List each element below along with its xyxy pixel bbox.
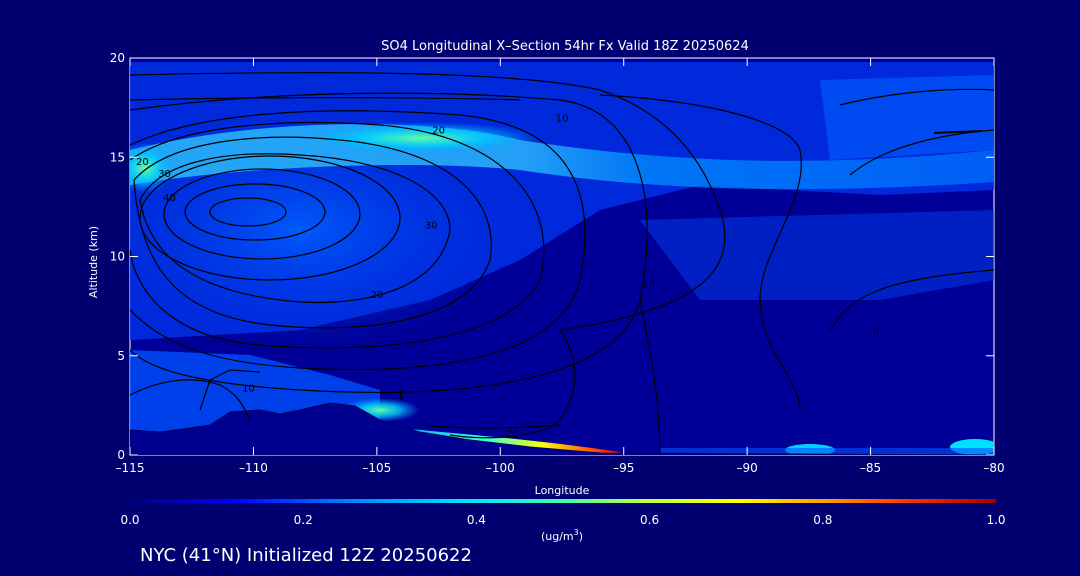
y-tick-label: 10 [110,250,125,264]
contour-line [599,94,802,411]
x-tick-label: –105 [362,461,391,475]
x-tick-label: –100 [486,461,515,475]
x-tick-label: –115 [116,461,145,475]
contour-label: 30 [425,221,438,232]
colorbar-units-prefix: (ug/m [541,530,574,543]
heatmap-upper-right [820,75,994,160]
contour-line [839,88,994,106]
x-tick-label: –80 [983,461,1004,475]
terrain [130,402,994,455]
y-axis-label: Altitude (km) [87,226,100,298]
contour-label: 10 [556,114,569,125]
contour-line [130,92,648,393]
contour-line [933,130,983,134]
x-tick-label: –85 [860,461,881,475]
colorbar-units: (ug/m3) [541,528,583,543]
colorbar-tick-label: 0.6 [640,513,659,527]
colorbar-units-suffix: ) [579,530,583,543]
y-tick-label: 0 [117,448,125,462]
x-tick-label: –95 [613,461,634,475]
contour-line [419,424,561,429]
contour-line [399,389,403,401]
colorbar-ticks: 0.0 0.2 0.4 0.6 0.8 1.0 [120,513,1005,527]
heatmap-surface-strip [660,448,994,455]
contour-line [130,121,545,349]
contour-label: 10 [642,278,655,289]
colorbar: 0.0 0.2 0.4 0.6 0.8 1.0 (ug/m3) [120,499,1006,543]
contour-label: 0 [872,326,878,337]
x-tick-label: –110 [239,461,268,475]
contour-line [130,97,521,101]
heatmap-left-edge [130,143,175,193]
y-axis-ticks: 0 5 10 15 20 [110,51,994,462]
contour-line [209,197,287,227]
contour-line [130,379,251,421]
initialization-annotation: NYC (41°N) Initialized 12Z 20250622 [140,545,472,566]
contour-line [139,153,451,303]
heatmap-mid-right [640,210,994,300]
contour-line [199,369,261,411]
x-axis-ticks: –115 –110 –105 –100 –95 –90 –85 –80 [116,58,1005,475]
contour-lines [130,72,994,455]
contour-line [163,168,361,260]
contour-line [130,110,586,371]
y-tick-label: 15 [110,150,125,164]
contour-line [184,183,326,241]
contour-label: 20 [432,125,445,136]
contour-line [449,329,576,439]
contour-label: 20 [370,290,383,301]
contour-labels: 20 30 40 30 20 10 20 10 10 0 20 [136,114,879,441]
contour-line [829,269,994,331]
colorbar-tick-label: 0.2 [294,513,313,527]
colorbar-tick-label: 0.4 [467,513,486,527]
contour-line [130,72,726,331]
contour-label: 40 [163,193,176,204]
y-tick-label: 5 [117,349,125,363]
contour-label: 20 [506,429,519,440]
heatmap-band-core [300,122,540,154]
x-tick-label: –90 [737,461,758,475]
contour-label: 10 [242,383,255,394]
heatmap-surface-plume [400,428,620,455]
plot-area: 20 30 40 30 20 10 20 10 10 0 20 [129,57,995,456]
contour-label: 30 [158,169,171,180]
colorbar-tick-label: 0.0 [120,513,139,527]
contour-line [133,136,492,329]
contour-line [139,155,401,281]
colorbar-scale [130,499,996,503]
chart-title: SO4 Longitudinal X–Section 54hr Fx Valid… [381,39,749,54]
heatmap-fill [130,62,994,455]
colorbar-tick-label: 0.8 [813,513,832,527]
y-tick-label: 20 [110,51,125,65]
contour-label: 20 [136,157,149,168]
contour-line [639,299,661,455]
x-axis-label: Longitude [535,484,590,497]
colorbar-units-sup: 3 [574,528,579,537]
colorbar-tick-label: 1.0 [986,513,1005,527]
